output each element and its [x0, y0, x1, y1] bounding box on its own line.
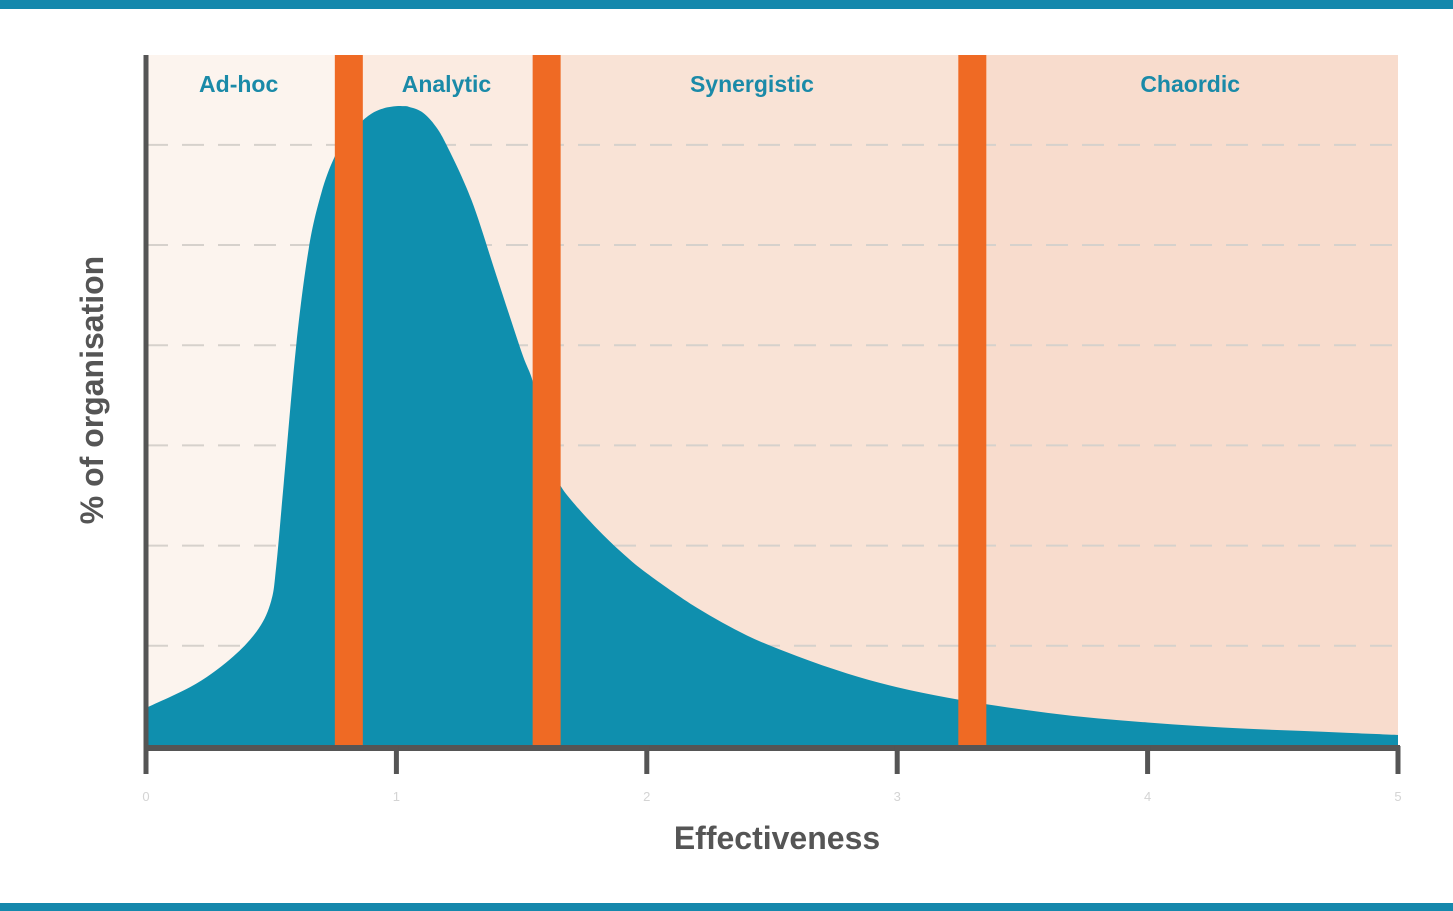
x-tick-label-2: 2	[643, 789, 650, 804]
y-axis-title: % of organisation	[74, 256, 110, 524]
x-tick-label-1: 1	[393, 789, 400, 804]
top-frame-bar	[0, 0, 1453, 9]
zone-label-chaordic: Chaordic	[1140, 71, 1240, 97]
x-axis-title: Effectiveness	[674, 820, 880, 856]
boundaries-layer	[334, 55, 987, 746]
x-tick-labels: 0 1 2 3 4 5	[142, 789, 1401, 804]
zone-label-analytic: Analytic	[402, 71, 492, 97]
zone-labels: Ad-hoc Analytic Synergistic Chaordic	[199, 71, 1240, 97]
x-tick-label-3: 3	[894, 789, 901, 804]
bottom-frame-bar	[0, 903, 1453, 911]
axes	[143, 55, 1401, 774]
grid-layer	[146, 143, 1398, 647]
zone-label-ad-hoc: Ad-hoc	[199, 71, 278, 97]
zone-bg-3	[972, 55, 1398, 746]
boundary-bar-2	[958, 55, 987, 746]
x-tick-label-5: 5	[1394, 789, 1401, 804]
boundary-bar-1	[532, 55, 561, 746]
boundary-bar-0	[334, 55, 363, 746]
x-tick-label-4: 4	[1144, 789, 1151, 804]
x-tick-label-0: 0	[142, 789, 149, 804]
zone-label-synergistic: Synergistic	[690, 71, 814, 97]
distribution-area	[146, 105, 1398, 746]
